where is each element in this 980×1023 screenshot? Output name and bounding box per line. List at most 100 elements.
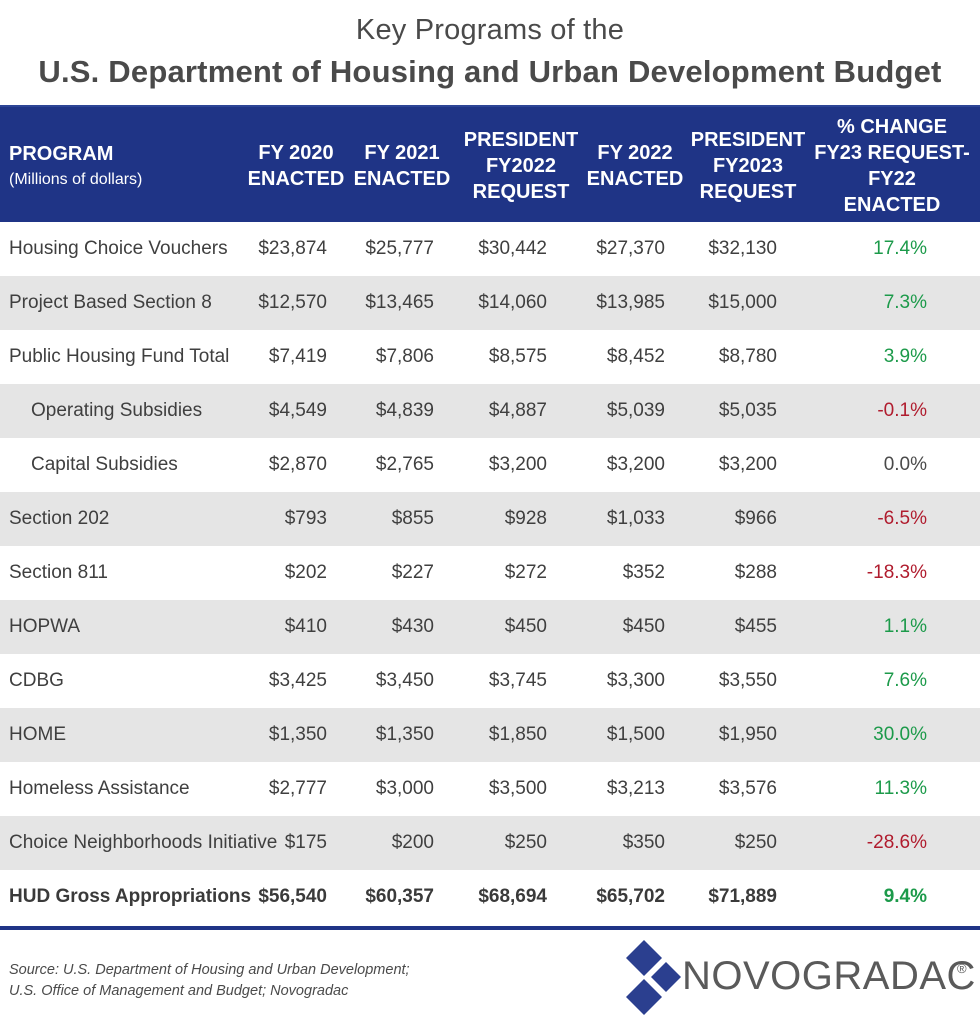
header-pct-line: ENACTED bbox=[843, 193, 941, 216]
title-line-1: Key Programs of the bbox=[355, 14, 625, 46]
cell-president-fy2022: $1,850 bbox=[488, 724, 547, 745]
cell-fy2022: $5,039 bbox=[606, 400, 665, 421]
cell-president-fy2023: $3,550 bbox=[718, 670, 777, 691]
cell-pct-change: 30.0% bbox=[873, 724, 927, 745]
header-fy2020-line: ENACTED bbox=[247, 167, 345, 190]
cell-program: HUD Gross Appropriations bbox=[9, 886, 252, 907]
cell-fy2021: $1,350 bbox=[375, 724, 434, 745]
cell-fy2020: $4,549 bbox=[268, 400, 327, 421]
cell-program: Section 811 bbox=[9, 562, 108, 583]
header-program-sublabel: (Millions of dollars) bbox=[9, 170, 143, 188]
source-note: Source: U.S. Department of Housing and U… bbox=[9, 960, 410, 1002]
cell-pct-change: 3.9% bbox=[883, 346, 927, 367]
cell-fy2022: $27,370 bbox=[596, 238, 665, 259]
cell-fy2022: $3,200 bbox=[606, 454, 665, 475]
cell-pct-change: 17.4% bbox=[873, 238, 927, 259]
cell-president-fy2023: $966 bbox=[734, 508, 777, 529]
cell-program: HOME bbox=[9, 724, 66, 745]
logo-diamond-right bbox=[651, 962, 681, 992]
cell-fy2021: $3,450 bbox=[375, 670, 434, 691]
header-president-fy2022: PRESIDENT FY2022 REQUEST bbox=[461, 107, 581, 224]
cell-president-fy2022: $250 bbox=[504, 832, 547, 853]
cell-president-fy2022: $272 bbox=[504, 562, 547, 583]
title-line-2: U.S. Department of Housing and Urban Dev… bbox=[38, 54, 942, 89]
table-row: Section 202 $793 $855 $928 $1,033 $966 -6.5% bbox=[0, 492, 980, 546]
cell-program: Public Housing Fund Total bbox=[9, 346, 230, 367]
header-president-fy2023: PRESIDENT FY2023 REQUEST bbox=[688, 107, 808, 224]
cell-fy2021: $2,765 bbox=[375, 454, 434, 475]
cell-program: Choice Neighborhoods Initiative bbox=[9, 832, 278, 853]
cell-pct-change: -6.5% bbox=[877, 508, 927, 529]
cell-fy2021: $7,806 bbox=[375, 346, 434, 367]
cell-pct-change: 0.0% bbox=[883, 454, 927, 475]
header-pct-change: % CHANGE FY23 REQUEST- FY22 ENACTED bbox=[812, 107, 972, 224]
cell-fy2021: $25,777 bbox=[365, 238, 434, 259]
cell-fy2021: $200 bbox=[391, 832, 434, 853]
cell-fy2020: $12,570 bbox=[258, 292, 327, 313]
total-row: HUD Gross Appropriations $56,540 $60,357 $6… bbox=[0, 870, 980, 924]
header-pres2022-line: FY2022 bbox=[485, 154, 557, 177]
header-pres2023-line: FY2023 bbox=[712, 154, 784, 177]
header-fy2021-line: ENACTED bbox=[353, 167, 451, 190]
cell-pct-change: -0.1% bbox=[877, 400, 927, 421]
bottom-divider bbox=[0, 926, 980, 930]
cell-fy2022: $3,300 bbox=[606, 670, 665, 691]
table-row: Homeless Assistance $2,777 $3,000 $3,500 $3,… bbox=[0, 762, 980, 816]
cell-fy2021: $60,357 bbox=[365, 886, 434, 907]
table-row: Project Based Section 8 $12,570 $13,465 $14… bbox=[0, 276, 980, 330]
cell-fy2020: $3,425 bbox=[268, 670, 327, 691]
header-pres2023-line: REQUEST bbox=[699, 180, 797, 203]
header-pres2022-line: PRESIDENT bbox=[463, 128, 579, 151]
cell-fy2020: $23,874 bbox=[258, 238, 327, 259]
header-pct-line: FY22 bbox=[868, 167, 916, 190]
table-row: HOPWA $410 $430 $450 $450 $455 1.1% bbox=[0, 600, 980, 654]
header-fy2020-line: FY 2020 bbox=[258, 141, 334, 164]
header-fy2020: FY 2020 ENACTED bbox=[246, 107, 346, 224]
cell-president-fy2023: $3,200 bbox=[718, 454, 777, 475]
header-pct-line: FY23 REQUEST- bbox=[814, 141, 970, 164]
table-row: Housing Choice Vouchers $23,874 $25,777 $30… bbox=[0, 222, 980, 276]
table-row: CDBG $3,425 $3,450 $3,745 $3,300 $3,550 7.6% bbox=[0, 654, 980, 708]
cell-president-fy2022: $3,745 bbox=[488, 670, 547, 691]
table-header: PROGRAM (Millions of dollars) FY 2020 EN… bbox=[0, 105, 980, 222]
cell-president-fy2022: $68,694 bbox=[478, 886, 547, 907]
cell-program: Operating Subsidies bbox=[31, 400, 203, 421]
cell-program: HOPWA bbox=[9, 616, 81, 637]
cell-fy2020: $175 bbox=[284, 832, 327, 853]
header-fy2021: FY 2021 ENACTED bbox=[352, 107, 452, 224]
cell-president-fy2023: $250 bbox=[734, 832, 777, 853]
cell-president-fy2023: $15,000 bbox=[708, 292, 777, 313]
cell-fy2022: $450 bbox=[622, 616, 665, 637]
cell-president-fy2023: $8,780 bbox=[718, 346, 777, 367]
cell-pct-change: -28.6% bbox=[866, 832, 927, 853]
cell-president-fy2023: $5,035 bbox=[718, 400, 777, 421]
source-line-2: U.S. Office of Management and Budget; No… bbox=[9, 983, 349, 999]
cell-fy2020: $410 bbox=[284, 616, 327, 637]
logo-diamond-top bbox=[626, 940, 662, 976]
cell-fy2020: $202 bbox=[284, 562, 327, 583]
cell-program: Housing Choice Vouchers bbox=[9, 238, 228, 259]
header-fy2021-line: FY 2021 bbox=[364, 141, 440, 164]
table-row: Operating Subsidies $4,549 $4,839 $4,887 $5,… bbox=[0, 384, 980, 438]
cell-fy2020: $793 bbox=[284, 508, 327, 529]
cell-president-fy2023: $71,889 bbox=[708, 886, 777, 907]
cell-president-fy2023: $455 bbox=[734, 616, 777, 637]
cell-fy2021: $227 bbox=[391, 562, 434, 583]
header-fy2022-line: FY 2022 bbox=[597, 141, 673, 164]
cell-fy2021: $430 bbox=[391, 616, 434, 637]
cell-fy2022: $1,033 bbox=[606, 508, 665, 529]
header-pres2022-line: REQUEST bbox=[472, 180, 570, 203]
cell-program: Project Based Section 8 bbox=[9, 292, 212, 313]
cell-pct-change: 9.4% bbox=[883, 886, 927, 907]
cell-president-fy2022: $8,575 bbox=[488, 346, 547, 367]
cell-pct-change: 7.3% bbox=[883, 292, 927, 313]
cell-fy2022: $350 bbox=[622, 832, 665, 853]
cell-program: Homeless Assistance bbox=[9, 778, 190, 799]
cell-fy2021: $3,000 bbox=[375, 778, 434, 799]
logo-wordmark: NOVOGRADAC bbox=[682, 954, 976, 998]
cell-president-fy2023: $3,576 bbox=[718, 778, 777, 799]
cell-president-fy2023: $1,950 bbox=[718, 724, 777, 745]
novogradac-logo: NOVOGRADAC ® bbox=[626, 940, 976, 1015]
source-line-1: Source: U.S. Department of Housing and U… bbox=[9, 962, 410, 978]
cell-president-fy2022: $4,887 bbox=[488, 400, 547, 421]
